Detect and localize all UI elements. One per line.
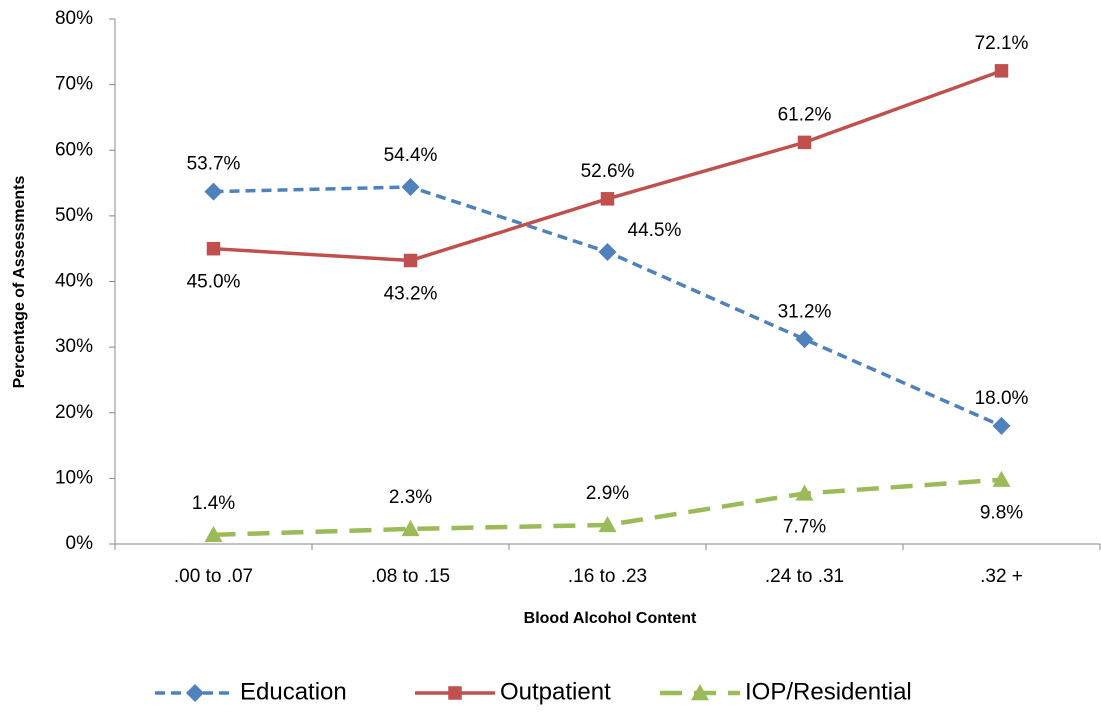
legend-label: Outpatient: [500, 678, 611, 705]
data-label: 45.0%: [187, 272, 241, 293]
marker: [204, 525, 223, 543]
marker: [403, 253, 418, 268]
marker: [206, 241, 221, 256]
y-tick-label: 60%: [55, 139, 93, 160]
x-tick-label: .32 +: [980, 566, 1023, 587]
marker: [797, 135, 812, 150]
data-label: 2.9%: [586, 483, 629, 504]
marker: [992, 470, 1011, 487]
marker: [992, 416, 1011, 435]
y-tick-label: 80%: [55, 8, 93, 29]
marker: [598, 515, 617, 533]
x-tick-label: .24 to .31: [765, 566, 844, 587]
y-tick-label: 10%: [55, 467, 93, 488]
data-label: 52.6%: [581, 161, 635, 182]
data-label: 61.2%: [778, 104, 832, 125]
marker: [598, 242, 617, 261]
marker: [600, 192, 615, 206]
series-line: [213, 185, 1003, 428]
marker: [795, 484, 814, 501]
y-tick-label: 40%: [55, 271, 93, 292]
data-label: 43.2%: [384, 284, 438, 305]
data-label: 44.5%: [628, 220, 682, 241]
y-tick-label: 30%: [55, 336, 93, 357]
x-tick-label: .16 to .23: [568, 566, 647, 587]
data-label: 54.4%: [384, 145, 438, 166]
marker: [401, 178, 420, 196]
marker: [994, 64, 1009, 78]
data-label: 18.0%: [975, 388, 1029, 409]
data-label: 1.4%: [192, 493, 235, 514]
x-axis-title: Blood Alcohol Content: [524, 610, 697, 627]
x-tick-label: .00 to .07: [174, 566, 253, 587]
y-tick-label: 0%: [66, 533, 94, 554]
data-label: 9.8%: [980, 503, 1023, 524]
y-tick-label: 50%: [55, 205, 93, 226]
marker: [448, 686, 462, 700]
data-label: 53.7%: [187, 154, 241, 175]
marker: [795, 330, 814, 349]
x-tick-label: .08 to .15: [371, 566, 450, 587]
data-label: 7.7%: [783, 516, 826, 537]
data-label: 72.1%: [975, 33, 1029, 54]
y-tick-label: 70%: [55, 74, 93, 95]
marker: [691, 684, 709, 701]
marker: [401, 519, 420, 537]
marker: [186, 684, 204, 702]
y-axis-title: Percentage of Assessments: [11, 175, 28, 388]
legend-label: IOP/Residential: [745, 678, 912, 705]
marker: [204, 182, 223, 201]
legend-label: Education: [240, 678, 347, 705]
data-label: 2.3%: [389, 487, 432, 508]
y-tick-label: 20%: [55, 402, 93, 423]
data-label: 31.2%: [778, 301, 832, 322]
